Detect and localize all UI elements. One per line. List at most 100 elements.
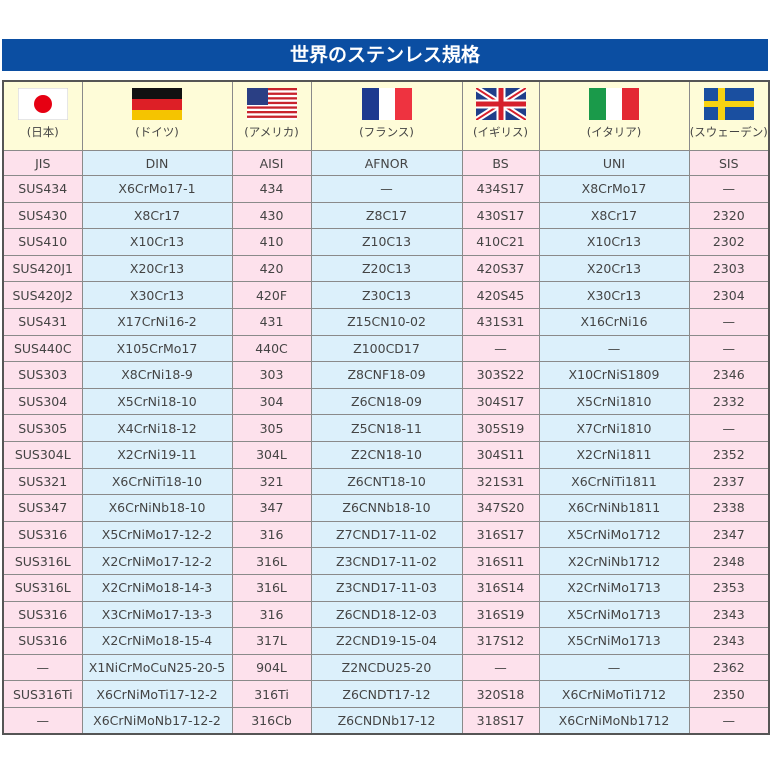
grade-cell-uni: X2CrNiMo1713 bbox=[538, 573, 690, 602]
table-row: SUS434 X6CrMo17-1 434—434S17 X8CrMo17— bbox=[2, 175, 770, 203]
grade-cell-aisi: 316 bbox=[231, 600, 312, 629]
grade-cell-uni: X10Cr13 bbox=[538, 228, 690, 256]
grade-cell-uni: X5CrNiMo1713 bbox=[538, 627, 690, 655]
country-cell: (ドイツ) bbox=[81, 80, 233, 151]
grade-cell-afnor: Z6CNNb18-10 bbox=[310, 494, 463, 522]
grade-cell-aisi: 316Cb bbox=[231, 706, 312, 735]
grade-cell-sis: 2347 bbox=[688, 520, 770, 549]
standard-header: AFNOR bbox=[310, 150, 463, 176]
grade-cell-aisi: 316 bbox=[231, 520, 312, 549]
grade-cell-din: X5CrNiMo17-12-2 bbox=[81, 520, 233, 549]
table-row: — X6CrNiMoNb17-12-2 316Cb Z6CNDNb17-12 318S1… bbox=[2, 706, 770, 735]
grade-cell-jis: SUS440C bbox=[2, 334, 83, 363]
page-title: 世界のステンレス規格 bbox=[2, 39, 768, 71]
grade-cell-sis: 2343 bbox=[688, 627, 770, 655]
table-row: SUS316 X3CrNiMo17-13-3 316 Z6CND18-12-03 316… bbox=[2, 600, 770, 629]
grade-cell-sis: 2353 bbox=[688, 573, 770, 602]
grade-cell-bs: 347S20 bbox=[461, 494, 540, 522]
standard-header: AISI bbox=[231, 150, 312, 176]
grade-cell-afnor: Z3CND17-11-03 bbox=[310, 573, 463, 602]
grade-cell-uni: X6CrNiMoNb1712 bbox=[538, 706, 690, 735]
grade-cell-jis: SUS316Ti bbox=[2, 680, 83, 708]
grade-cell-uni: X2CrNi1811 bbox=[538, 440, 690, 469]
grade-cell-din: X4CrNi18-12 bbox=[81, 414, 233, 442]
grade-cell-din: X2CrNiMo18-14-3 bbox=[81, 573, 233, 602]
grade-cell-din: X6CrNiNb18-10 bbox=[81, 494, 233, 522]
country-label: (イギリス) bbox=[473, 125, 528, 139]
grade-cell-sis: — bbox=[688, 175, 770, 203]
grade-cell-aisi: 440C bbox=[231, 334, 312, 363]
grade-cell-aisi: 305 bbox=[231, 414, 312, 442]
grade-cell-uni: X6CrNiNb1811 bbox=[538, 494, 690, 522]
grade-cell-sis: 2304 bbox=[688, 281, 770, 309]
grade-cell-afnor: Z6CNDT17-12 bbox=[310, 680, 463, 708]
grade-cell-afnor: Z6CND18-12-03 bbox=[310, 600, 463, 629]
grade-cell-uni: X5CrNi1810 bbox=[538, 387, 690, 416]
grade-cell-aisi: 316Ti bbox=[231, 680, 312, 708]
grade-cell-aisi: 420 bbox=[231, 254, 312, 283]
country-label: (ドイツ) bbox=[135, 125, 179, 139]
grade-cell-sis: 2362 bbox=[688, 653, 770, 682]
grade-cell-afnor: Z20C13 bbox=[310, 254, 463, 283]
grade-cell-jis: SUS316L bbox=[2, 573, 83, 602]
grade-cell-din: X20Cr13 bbox=[81, 254, 233, 283]
grade-cell-jis: SUS321 bbox=[2, 467, 83, 496]
grade-cell-sis: 2348 bbox=[688, 547, 770, 575]
grade-cell-din: X2CrNiMo18-15-4 bbox=[81, 627, 233, 655]
grade-cell-aisi: 434 bbox=[231, 175, 312, 203]
grade-cell-jis: SUS316 bbox=[2, 520, 83, 549]
grade-cell-sis: 2320 bbox=[688, 201, 770, 230]
grade-cell-aisi: 431 bbox=[231, 307, 312, 336]
grade-cell-bs: 304S11 bbox=[461, 440, 540, 469]
grade-cell-uni: X30Cr13 bbox=[538, 281, 690, 309]
grade-cell-afnor: Z8CNF18-09 bbox=[310, 361, 463, 389]
grade-cell-sis: 2303 bbox=[688, 254, 770, 283]
country-cell: (フランス) bbox=[310, 80, 463, 151]
grade-cell-sis: 2350 bbox=[688, 680, 770, 708]
grade-cell-din: X8CrNi18-9 bbox=[81, 361, 233, 389]
grade-cell-bs: 316S14 bbox=[461, 573, 540, 602]
grade-cell-uni: X7CrNi1810 bbox=[538, 414, 690, 442]
grade-cell-sis: 2338 bbox=[688, 494, 770, 522]
grade-cell-bs: 410C21 bbox=[461, 228, 540, 256]
grade-cell-sis: 2332 bbox=[688, 387, 770, 416]
germany-flag-icon bbox=[132, 88, 182, 120]
table-row: SUS410 X10Cr13 410 Z10C13 410C21 X10Cr13 2302 bbox=[2, 228, 770, 256]
grade-cell-din: X2CrNiMo17-12-2 bbox=[81, 547, 233, 575]
grade-cell-bs: 320S18 bbox=[461, 680, 540, 708]
grade-cell-bs: 316S19 bbox=[461, 600, 540, 629]
country-label: (アメリカ) bbox=[244, 125, 299, 139]
table-row: SUS420J2 X30Cr13 420F Z30C13 420S45 X30Cr13 23… bbox=[2, 281, 770, 309]
table-row: — X1NiCrMoCuN25-20-5 904L Z2NCDU25-20— —2362 bbox=[2, 653, 770, 682]
grade-cell-afnor: Z7CND17-11-02 bbox=[310, 520, 463, 549]
grade-cell-bs: 420S37 bbox=[461, 254, 540, 283]
grade-cell-din: X6CrNiMoNb17-12-2 bbox=[81, 706, 233, 735]
grade-cell-aisi: 420F bbox=[231, 281, 312, 309]
grade-cell-jis: SUS410 bbox=[2, 228, 83, 256]
table-row: SUS316 X5CrNiMo17-12-2 316 Z7CND17-11-02 316… bbox=[2, 520, 770, 549]
france-flag-icon bbox=[361, 88, 412, 120]
grade-cell-din: X6CrNiTi18-10 bbox=[81, 467, 233, 496]
grade-cell-uni: X8CrMo17 bbox=[538, 175, 690, 203]
country-cell: (アメリカ) bbox=[231, 80, 312, 151]
country-cell: (日本) bbox=[2, 80, 83, 151]
table-row: SUS347 X6CrNiNb18-10 347 Z6CNNb18-10 347S20 X… bbox=[2, 494, 770, 522]
grade-cell-aisi: 410 bbox=[231, 228, 312, 256]
grade-cell-afnor: Z10C13 bbox=[310, 228, 463, 256]
grade-cell-bs: 431S31 bbox=[461, 307, 540, 336]
sweden-flag-icon bbox=[703, 88, 754, 120]
grade-cell-jis: SUS316 bbox=[2, 600, 83, 629]
grade-cell-aisi: 316L bbox=[231, 547, 312, 575]
grade-cell-uni: X5CrNiMo1713 bbox=[538, 600, 690, 629]
grade-cell-afnor: Z15CN10-02 bbox=[310, 307, 463, 336]
country-label: (イタリア) bbox=[586, 125, 642, 139]
table-row: SUS440C X105CrMo17 440C Z100CD17— — — bbox=[2, 334, 770, 363]
grade-cell-aisi: 303 bbox=[231, 361, 312, 389]
grade-cell-din: X105CrMo17 bbox=[81, 334, 233, 363]
grade-cell-bs: 316S17 bbox=[461, 520, 540, 549]
grade-cell-sis: — bbox=[688, 706, 770, 735]
table-row: SUS431 X17CrNi16-2 431 Z15CN10-02 431S31 X16C… bbox=[2, 307, 770, 336]
grade-cell-aisi: 304 bbox=[231, 387, 312, 416]
table-row: SUS304 X5CrNi18-10 304 Z6CN18-09 304S17 X5CrN… bbox=[2, 387, 770, 416]
grade-cell-aisi: 904L bbox=[231, 653, 312, 682]
